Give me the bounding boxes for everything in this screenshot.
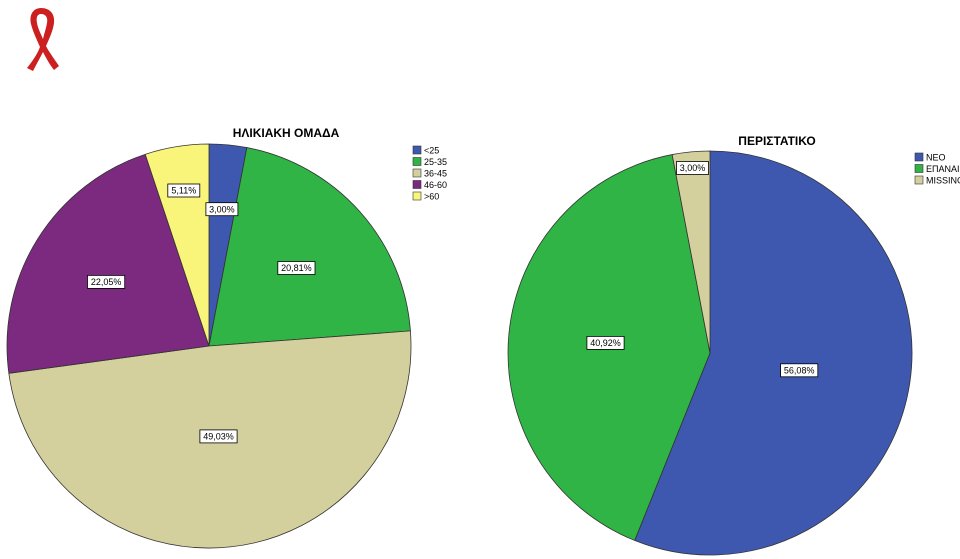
legend-swatch (412, 191, 422, 201)
slice-value-text: 3,00% (680, 163, 706, 173)
label-box (199, 429, 238, 444)
legend-item: ΝΕΟ (914, 152, 946, 163)
legend-label: ΝΕΟ (926, 153, 946, 163)
slice-value-text: 40,92% (590, 338, 621, 348)
legend-swatch (914, 152, 924, 162)
label-box (205, 202, 239, 217)
legend-swatch (412, 180, 422, 189)
pie-slice (208, 147, 411, 347)
legend-label: 46-60 (424, 180, 447, 190)
label-box (87, 274, 126, 289)
label-box (676, 161, 709, 175)
legend-item: MISSING (914, 175, 960, 186)
slice-value-text: 22,05% (91, 277, 122, 287)
slice-value-label: 5,11% (167, 183, 201, 198)
pie-slice (634, 150, 913, 556)
slice-value-text: 56,08% (784, 366, 815, 376)
slice-value-label: 3,00% (676, 161, 709, 175)
chart-title: ΠΕΡΙΣΤΑΤΙΚΟ (738, 134, 815, 148)
legend-label: 25-35 (424, 157, 447, 167)
pie-slice (671, 150, 711, 354)
legend-label: ΕΠΑΝΑΙ (926, 164, 960, 174)
legend-item: <25 (412, 145, 439, 156)
legend-item: >60 (412, 191, 439, 202)
legend-item: 36-45 (412, 168, 447, 179)
red-ribbon-icon (27, 8, 59, 71)
legend-swatch (914, 164, 924, 173)
legend-swatch (412, 145, 422, 155)
slice-value-label: 22,05% (87, 274, 126, 289)
slice-value-label: 40,92% (586, 335, 625, 350)
legend-swatch (412, 157, 422, 166)
legend-swatch (412, 168, 422, 178)
legend-swatch (914, 175, 924, 185)
pie-slices (507, 150, 913, 556)
legend-label: >60 (424, 192, 439, 202)
chart-title: ΗΛΙΚΙΑΚΗ ΟΜΑΔΑ (233, 126, 340, 140)
label-box (277, 261, 316, 275)
label-box (586, 335, 625, 350)
legend-label: 36-45 (424, 169, 447, 179)
pie-slice-labels: 3,00% 20,81% 49,03% 22,05% 5,11% (87, 183, 316, 444)
slice-value-text: 5,11% (171, 186, 196, 196)
legend-label: <25 (424, 146, 439, 156)
slice-value-text: 3,00% (209, 204, 235, 214)
slice-value-label: 49,03% (199, 429, 238, 444)
age-group-pie-chart: ΗΛΙΚΙΑΚΗ ΟΜΑΔΑ 3,00% 20,81% 49,03% 22,05% 5,… (6, 126, 447, 549)
legend-item: 46-60 (412, 180, 447, 190)
legend-item: ΕΠΑΝΑΙ (914, 164, 960, 174)
legend-label: MISSING (926, 176, 960, 186)
slice-value-text: 49,03% (203, 432, 234, 442)
slice-value-label: 20,81% (277, 261, 316, 275)
slice-value-label: 56,08% (780, 363, 819, 378)
pie-slice (6, 153, 210, 374)
pie-slice-labels: 56,08% 40,92% 3,00% (586, 161, 819, 378)
label-box (780, 363, 819, 378)
slice-value-text: 20,81% (281, 263, 312, 273)
label-box (167, 183, 201, 198)
legend-item: 25-35 (412, 157, 447, 167)
slice-value-label: 3,00% (205, 202, 239, 217)
